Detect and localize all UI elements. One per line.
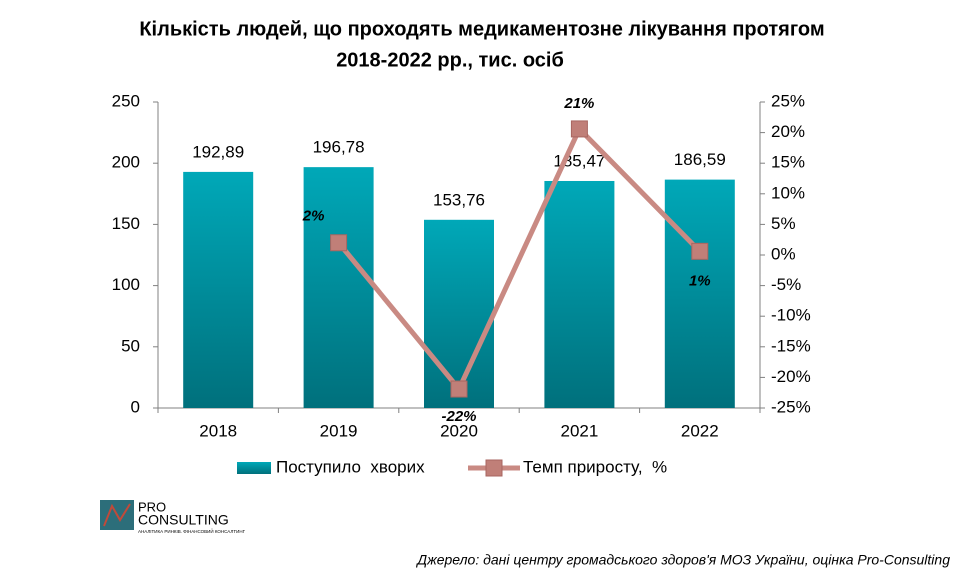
line-marker xyxy=(330,234,348,252)
y2-tick-label: 5% xyxy=(771,214,796,233)
line-value-label: 21% xyxy=(563,95,594,112)
legend-swatch xyxy=(237,462,271,474)
bar-value-label: 153,76 xyxy=(433,190,485,209)
y-tick-label: 50 xyxy=(121,336,140,355)
y2-tick-label: -25% xyxy=(771,397,811,416)
y2-tick-label: 0% xyxy=(771,244,796,263)
logo-text: PRO xyxy=(138,499,166,514)
legend-marker xyxy=(485,459,503,477)
line-value-label: 1% xyxy=(689,272,711,289)
bar xyxy=(303,167,374,408)
y2-tick-label: 10% xyxy=(771,183,805,202)
line xyxy=(336,124,702,394)
logo-tagline: АНАЛІТИКА РИНКІВ. ФІНАНСОВИЙ КОНСАЛТИНГ xyxy=(138,527,246,534)
y2-tick-label: 25% xyxy=(771,91,805,110)
chart-title: Кількість людей, що проходять медикамент… xyxy=(139,18,824,40)
y-tick-label: 250 xyxy=(112,91,140,110)
bar-value-label: 196,78 xyxy=(313,138,365,157)
chart-subtitle: 2018-2022 рр., тис. осіб xyxy=(336,49,564,71)
logo: PRO CONSULTING АНАЛІТИКА РИНКІВ. ФІНАНСО… xyxy=(100,499,246,534)
line-value-label: 2% xyxy=(302,208,325,225)
y2-tick-label: -10% xyxy=(771,306,811,325)
bar xyxy=(664,179,735,408)
legend-label: Темп приросту, % xyxy=(523,457,667,476)
y2-tick-label: -20% xyxy=(771,367,811,386)
bar xyxy=(183,171,254,408)
x-tick-label: 2021 xyxy=(560,421,598,440)
y2-tick-label: -5% xyxy=(771,275,801,294)
bar xyxy=(544,180,615,408)
line-marker xyxy=(570,120,588,138)
y-tick-label: 200 xyxy=(112,153,140,172)
x-tick-label: 2018 xyxy=(199,421,237,440)
y2-tick-label: -15% xyxy=(771,336,811,355)
logo-text: CONSULTING xyxy=(138,512,229,528)
y-tick-label: 100 xyxy=(112,275,140,294)
x-tick-label: 2022 xyxy=(681,421,719,440)
y2-tick-label: 20% xyxy=(771,122,805,141)
bar xyxy=(424,219,494,408)
logo-icon-line xyxy=(103,503,131,527)
y-tick-label: 0 xyxy=(131,397,140,416)
source-note: Джерело: дані центру громадського здоров… xyxy=(415,552,950,568)
y-tick-label: 150 xyxy=(112,214,140,233)
line-marker xyxy=(691,242,709,260)
x-tick-label: 2020 xyxy=(440,421,478,440)
line-marker xyxy=(450,380,468,398)
bar-value-label: 192,89 xyxy=(192,142,244,161)
legend-label: Поступило хворих xyxy=(276,457,425,476)
bar-value-label: 186,59 xyxy=(674,150,726,169)
x-tick-label: 2019 xyxy=(320,421,358,440)
line-value-label: -22% xyxy=(441,408,476,425)
y2-tick-label: 15% xyxy=(771,153,805,172)
